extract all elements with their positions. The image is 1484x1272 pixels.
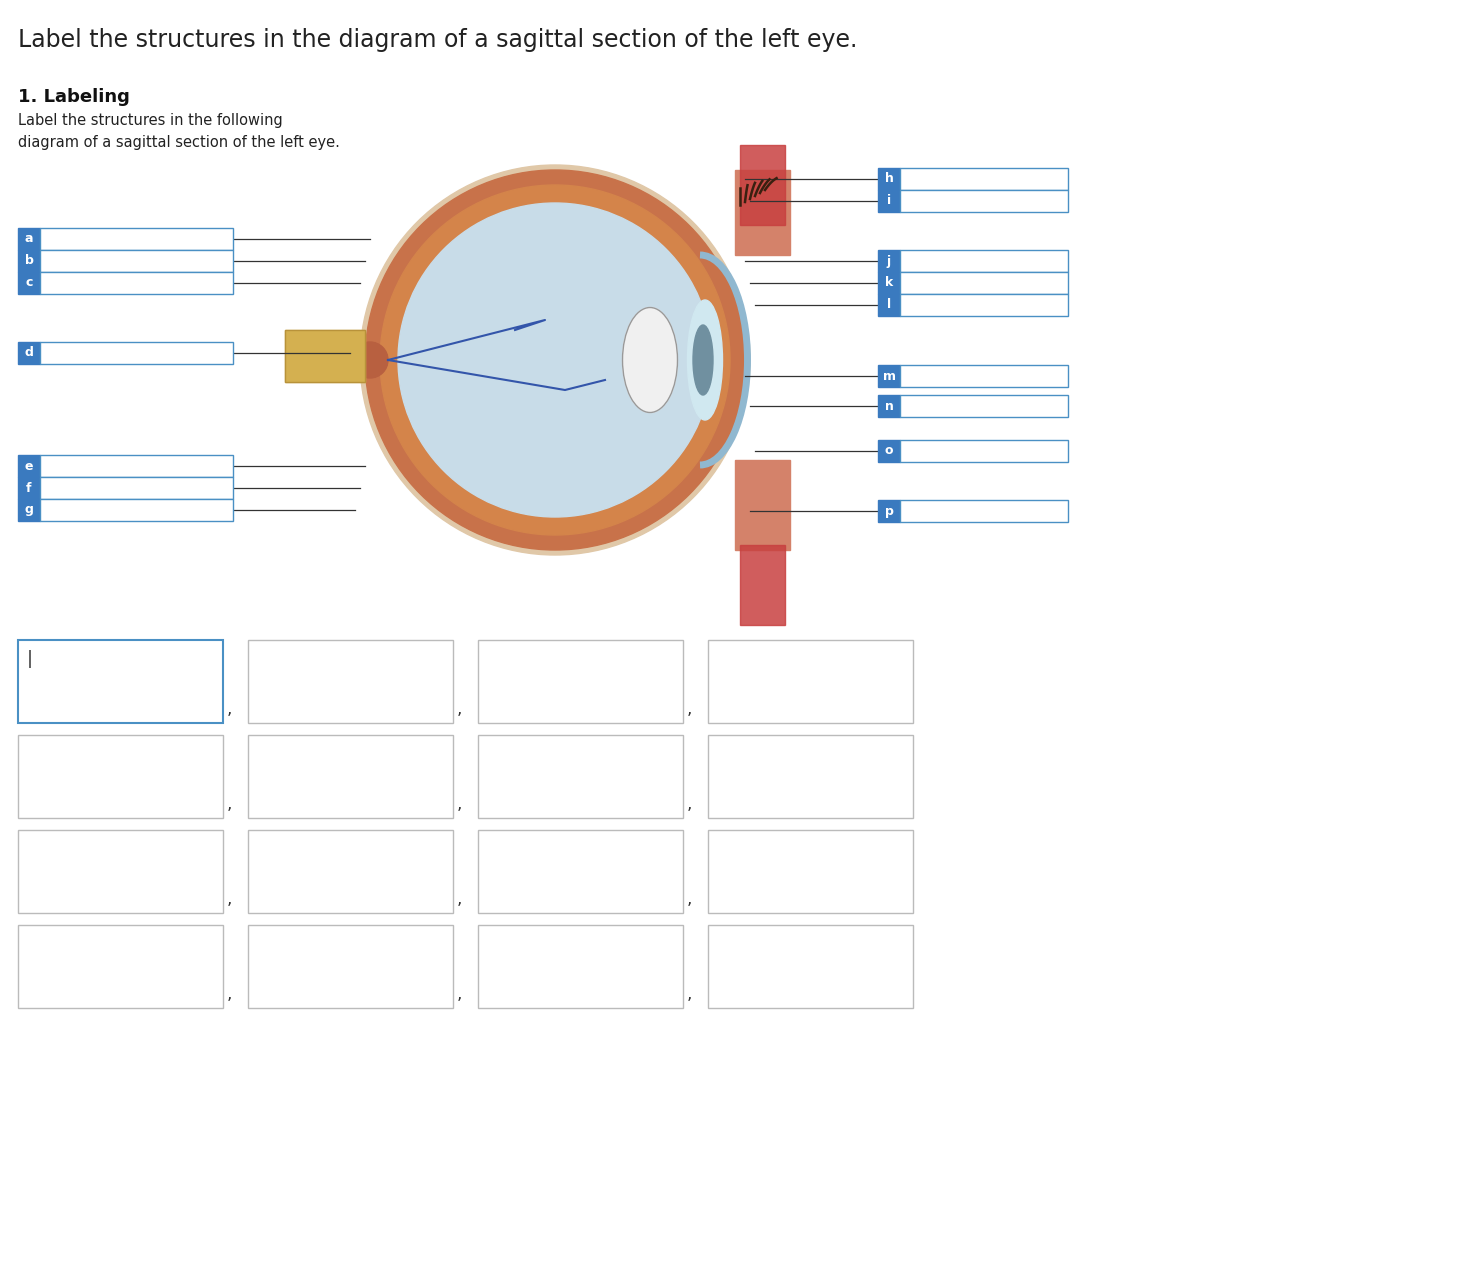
Text: Label the structures in the following
diagram of a sagittal section of the left : Label the structures in the following di… bbox=[18, 113, 340, 150]
Bar bbox=[18, 735, 223, 818]
Text: a: a bbox=[25, 233, 33, 245]
Bar bbox=[708, 735, 913, 818]
Text: ,: , bbox=[227, 985, 233, 1004]
Bar bbox=[899, 190, 1068, 212]
Bar bbox=[478, 640, 683, 722]
Bar bbox=[285, 329, 365, 382]
Bar bbox=[40, 477, 233, 499]
Text: ,: , bbox=[687, 700, 693, 717]
Bar bbox=[18, 251, 40, 272]
Bar bbox=[18, 228, 40, 251]
Bar bbox=[735, 170, 789, 254]
Text: i: i bbox=[887, 195, 890, 207]
Text: ,: , bbox=[687, 985, 693, 1004]
Bar bbox=[899, 396, 1068, 417]
Bar bbox=[879, 396, 899, 417]
Text: n: n bbox=[884, 399, 893, 412]
Text: e: e bbox=[25, 459, 33, 472]
Bar bbox=[879, 500, 899, 522]
Bar bbox=[18, 477, 40, 499]
Text: l: l bbox=[887, 299, 890, 312]
Text: g: g bbox=[25, 504, 34, 516]
Bar bbox=[879, 365, 899, 387]
Bar bbox=[478, 831, 683, 913]
Bar bbox=[40, 455, 233, 477]
Bar bbox=[478, 735, 683, 818]
Bar bbox=[879, 272, 899, 294]
Text: o: o bbox=[884, 444, 893, 458]
Bar bbox=[879, 251, 899, 272]
Text: ,: , bbox=[227, 700, 233, 717]
Text: ,: , bbox=[457, 700, 463, 717]
Bar bbox=[741, 544, 785, 625]
Bar bbox=[899, 500, 1068, 522]
Text: Label the structures in the diagram of a sagittal section of the left eye.: Label the structures in the diagram of a… bbox=[18, 28, 858, 52]
Text: |: | bbox=[27, 650, 33, 668]
Bar bbox=[18, 342, 40, 364]
Text: ,: , bbox=[457, 985, 463, 1004]
Bar bbox=[18, 499, 40, 522]
Bar bbox=[248, 735, 453, 818]
Bar bbox=[18, 455, 40, 477]
Bar bbox=[40, 499, 233, 522]
Bar bbox=[741, 145, 785, 225]
Text: 1. Labeling: 1. Labeling bbox=[18, 88, 131, 106]
Bar bbox=[18, 831, 223, 913]
Bar bbox=[40, 251, 233, 272]
Bar bbox=[899, 272, 1068, 294]
Bar bbox=[899, 365, 1068, 387]
Bar bbox=[18, 272, 40, 294]
Bar bbox=[248, 831, 453, 913]
Bar bbox=[478, 925, 683, 1007]
Bar bbox=[40, 342, 233, 364]
Bar bbox=[708, 640, 913, 722]
Bar bbox=[708, 925, 913, 1007]
Bar bbox=[18, 925, 223, 1007]
Text: c: c bbox=[25, 276, 33, 290]
Circle shape bbox=[352, 342, 387, 378]
Bar bbox=[899, 251, 1068, 272]
Bar bbox=[899, 294, 1068, 315]
Bar bbox=[18, 640, 223, 722]
Bar bbox=[248, 925, 453, 1007]
Text: d: d bbox=[25, 346, 34, 360]
Text: j: j bbox=[887, 254, 890, 267]
Text: h: h bbox=[884, 173, 893, 186]
Ellipse shape bbox=[687, 300, 723, 420]
Circle shape bbox=[380, 184, 730, 536]
Bar bbox=[735, 460, 789, 550]
Text: ,: , bbox=[457, 890, 463, 908]
Bar bbox=[879, 294, 899, 315]
Circle shape bbox=[361, 165, 749, 555]
Bar bbox=[879, 440, 899, 462]
Bar bbox=[40, 228, 233, 251]
Ellipse shape bbox=[693, 326, 712, 396]
Circle shape bbox=[398, 204, 712, 516]
Text: f: f bbox=[27, 482, 31, 495]
Text: ,: , bbox=[227, 890, 233, 908]
Text: ,: , bbox=[687, 890, 693, 908]
Bar bbox=[708, 831, 913, 913]
Bar bbox=[899, 168, 1068, 190]
Text: ,: , bbox=[227, 795, 233, 813]
Bar bbox=[879, 168, 899, 190]
Bar bbox=[899, 440, 1068, 462]
Bar bbox=[248, 640, 453, 722]
Bar bbox=[285, 329, 365, 382]
Ellipse shape bbox=[622, 308, 678, 412]
Circle shape bbox=[365, 170, 745, 550]
Text: k: k bbox=[884, 276, 893, 290]
Text: ,: , bbox=[457, 795, 463, 813]
Text: ,: , bbox=[687, 795, 693, 813]
Bar bbox=[879, 190, 899, 212]
Text: b: b bbox=[25, 254, 34, 267]
Bar bbox=[40, 272, 233, 294]
Text: m: m bbox=[883, 369, 895, 383]
Text: p: p bbox=[884, 505, 893, 518]
